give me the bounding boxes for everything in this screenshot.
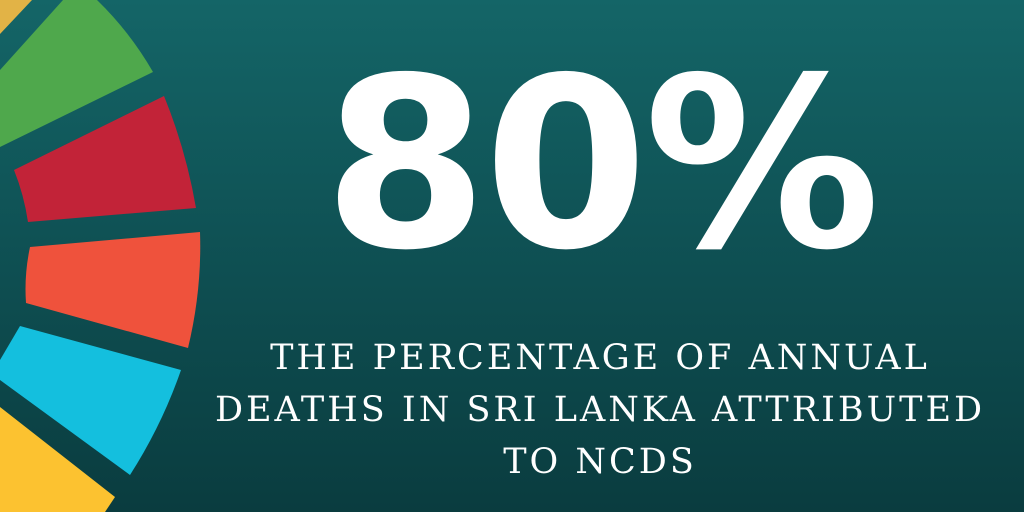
caption-line: DEATHS IN SRI LANKA ATTRIBUTED [214,390,986,430]
wheel-segment-yellow [0,407,115,512]
wheel-segment-cyan [0,326,181,475]
caption-line: TO NCDS [503,442,697,482]
headline-percentage: 80% [323,27,881,302]
wheel-segment-green [0,0,153,147]
wheel-segment-red [14,96,196,222]
wheel-segment-gold [0,0,32,34]
caption: THE PERCENTAGE OF ANNUAL DEATHS IN SRI L… [200,332,1000,488]
caption-line: THE PERCENTAGE OF ANNUAL [270,338,930,378]
sdg-wheel-graphic [0,0,201,512]
wheel-segment-orange [25,232,201,348]
